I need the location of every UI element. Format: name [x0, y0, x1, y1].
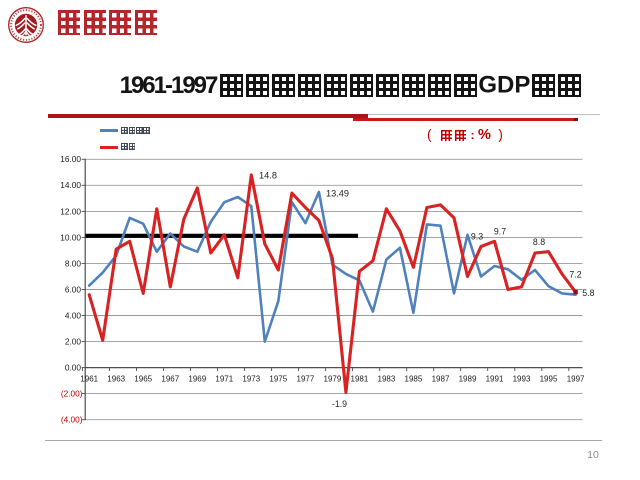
svg-text:13.49: 13.49 — [326, 188, 349, 198]
svg-text:1967: 1967 — [161, 374, 179, 383]
svg-text:1973: 1973 — [242, 374, 260, 383]
svg-text:8.00: 8.00 — [65, 258, 82, 268]
svg-text:(2.00): (2.00) — [61, 389, 83, 399]
svg-text:1969: 1969 — [188, 374, 206, 383]
svg-text:1987: 1987 — [432, 374, 450, 383]
svg-text:1989: 1989 — [459, 374, 477, 383]
svg-text:1975: 1975 — [269, 374, 287, 383]
svg-text:1981: 1981 — [351, 374, 369, 383]
svg-text:(4.00): (4.00) — [61, 415, 83, 425]
svg-text:1963: 1963 — [107, 374, 125, 383]
svg-text:9.7: 9.7 — [494, 227, 506, 237]
svg-text:16.00: 16.00 — [60, 154, 81, 164]
svg-text:12.00: 12.00 — [60, 206, 81, 216]
svg-text:4.00: 4.00 — [65, 310, 82, 320]
svg-text:5.8: 5.8 — [582, 288, 594, 298]
svg-text:-1.9: -1.9 — [332, 399, 347, 409]
svg-text:1977: 1977 — [297, 374, 315, 383]
svg-text:10.00: 10.00 — [60, 232, 81, 242]
svg-text:1991: 1991 — [486, 374, 504, 383]
svg-text:0.00: 0.00 — [65, 363, 82, 373]
svg-text:1961: 1961 — [80, 374, 98, 383]
svg-text:1971: 1971 — [215, 374, 233, 383]
svg-text:1965: 1965 — [134, 374, 152, 383]
svg-text:2.00: 2.00 — [65, 337, 82, 347]
svg-text:6.00: 6.00 — [65, 284, 82, 294]
svg-text:1983: 1983 — [378, 374, 396, 383]
svg-text:1997: 1997 — [567, 374, 585, 383]
svg-text:14.8: 14.8 — [259, 171, 277, 181]
svg-text:1985: 1985 — [405, 374, 423, 383]
svg-text:9.3: 9.3 — [471, 232, 483, 242]
svg-text:1995: 1995 — [540, 374, 558, 383]
svg-text:1979: 1979 — [324, 374, 342, 383]
svg-text:7.2: 7.2 — [569, 270, 581, 280]
svg-text:8.8: 8.8 — [533, 237, 545, 247]
svg-text:14.00: 14.00 — [60, 180, 81, 190]
svg-text:1993: 1993 — [513, 374, 531, 383]
